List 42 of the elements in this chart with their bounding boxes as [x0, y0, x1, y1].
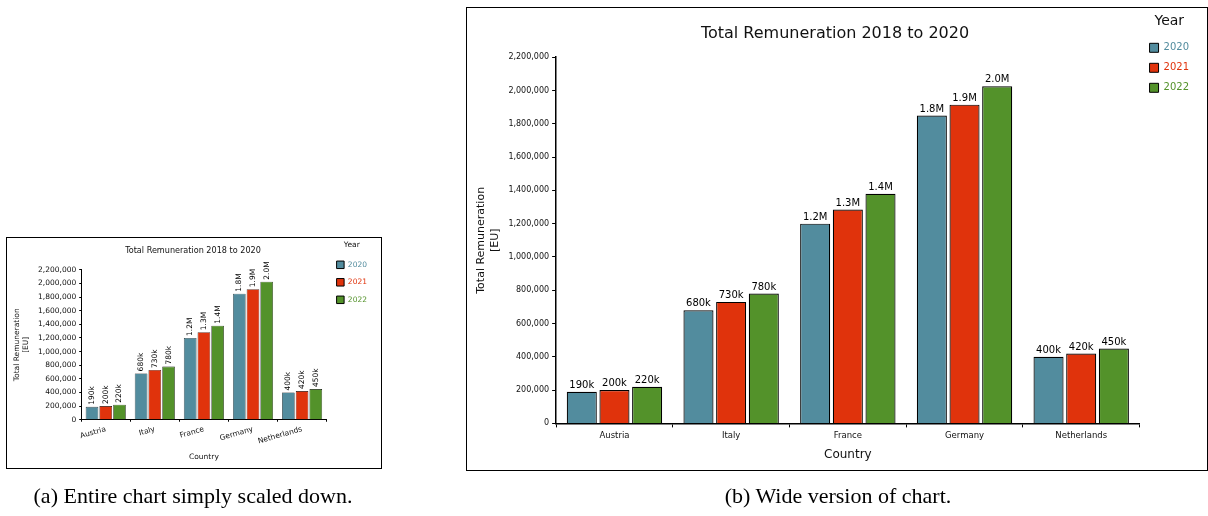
text: (b) Wide version of chart. [723, 483, 953, 509]
x-axis-title: Country [824, 446, 872, 461]
y-tick-label: 600,000 [516, 318, 550, 328]
data-label: 400k [1036, 343, 1062, 355]
text: (a) Entire chart simply scaled down. [32, 483, 354, 509]
y-tick-label: 800,000 [516, 285, 550, 295]
legend-label: 2022 [1163, 81, 1189, 93]
y-tick-label: 2,000,000 [508, 85, 550, 95]
data-label: 730k [718, 288, 744, 300]
x-tick-label: Germany [944, 429, 985, 440]
data-label: 420k [1068, 340, 1094, 352]
data-label: 220k [634, 373, 660, 385]
y-tick-label: 0 [544, 418, 550, 428]
data-label: 200k [602, 377, 628, 389]
data-label: 680k [686, 297, 712, 309]
data-label: 450k [1101, 335, 1127, 347]
x-tick-label: Italy [721, 429, 741, 440]
data-label: 1.9M [952, 91, 977, 103]
x-tick-label: Netherlands [1055, 429, 1108, 440]
y-tick-label: 1,800,000 [508, 118, 550, 128]
legend-label: 2021 [1163, 61, 1189, 73]
data-label: 1.3M [835, 196, 861, 208]
legend-label: 2020 [1163, 41, 1189, 53]
y-tick-label: 1,600,000 [508, 152, 550, 162]
y-tick-label: 400,000 [516, 351, 550, 361]
legend-title: Year [1153, 11, 1185, 28]
y-tick-label: 1,000,000 [508, 252, 550, 262]
chart-title: Total Remuneration 2018 to 2020 [699, 22, 970, 42]
data-label: 2.0M [984, 73, 1010, 85]
data-label: 1.8M [919, 102, 945, 114]
y-tick-label: 1,400,000 [508, 185, 550, 195]
data-label: 780k [751, 280, 777, 292]
data-label: 1.4M [868, 180, 893, 192]
x-tick-label: France [833, 429, 862, 440]
y-axis-title: Total Remuneration [EU] [474, 186, 501, 295]
y-tick-label: 200,000 [516, 385, 550, 395]
chart-title: Total Remuneration 2018 to 2020 [124, 245, 261, 256]
x-tick-label: Austria [599, 429, 630, 440]
y-tick-label: 2,200,000 [508, 52, 550, 62]
data-label: 190k [569, 378, 595, 390]
y-tick-label: 1,200,000 [508, 218, 550, 228]
data-label: 1.2M [802, 210, 828, 222]
